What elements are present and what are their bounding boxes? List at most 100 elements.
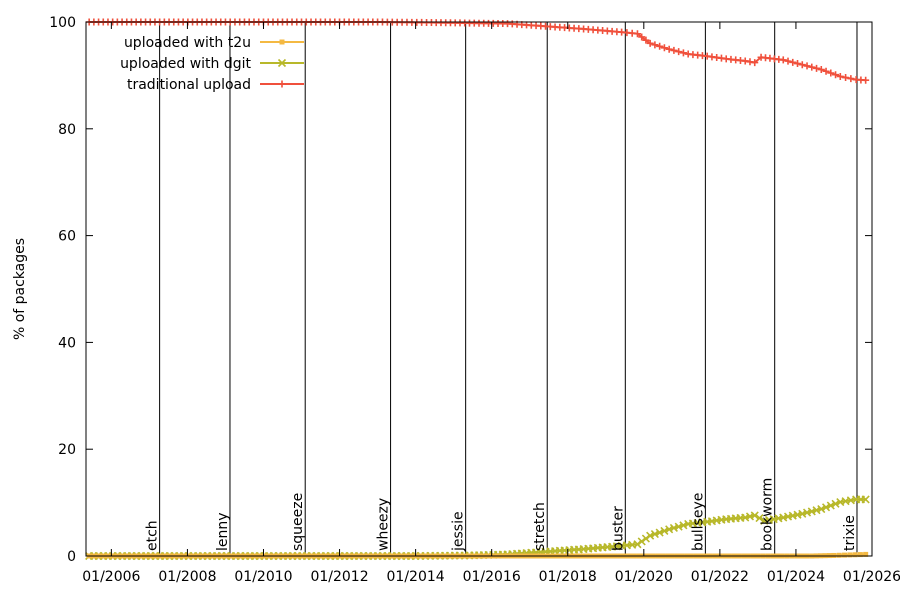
data-point — [836, 72, 844, 80]
release-label-etch: etch — [145, 520, 161, 551]
release-label-buster: buster — [610, 506, 626, 551]
data-point — [665, 525, 674, 534]
y-tick-label: 0 — [67, 549, 76, 565]
legend-entry: uploaded with t2u — [124, 35, 304, 51]
x-tick-label: 01/2012 — [310, 569, 368, 585]
data-point — [827, 69, 835, 77]
data-point — [817, 504, 826, 514]
legend-label: uploaded with dgit — [120, 56, 251, 72]
data-point — [857, 552, 863, 558]
data-point — [821, 503, 831, 512]
data-point — [826, 501, 835, 510]
release-label-stretch: stretch — [532, 502, 548, 551]
data-point — [741, 57, 749, 65]
data-point — [847, 552, 853, 558]
data-point — [650, 530, 659, 539]
x-tick-label: 01/2024 — [767, 569, 825, 585]
data-point — [779, 56, 787, 64]
x-tick-label: 01/2014 — [387, 569, 445, 585]
data-point — [808, 63, 816, 71]
data-point — [863, 551, 869, 557]
legend: uploaded with t2u uploaded with dgit tradi… — [120, 35, 304, 93]
data-point — [641, 534, 650, 543]
data-point — [679, 49, 687, 57]
x-tick-label: 01/2026 — [843, 569, 900, 585]
data-point — [817, 66, 825, 74]
y-tick-label: 60 — [58, 229, 76, 245]
x-tick-label: 01/2008 — [158, 569, 216, 585]
plot-border — [85, 21, 873, 557]
data-point — [861, 495, 870, 504]
data-point — [642, 36, 650, 44]
data-point — [813, 64, 821, 72]
data-point — [646, 531, 655, 540]
x-tick-label: 01/2006 — [82, 569, 140, 585]
data-point — [633, 540, 642, 549]
release-label-squeeze: squeeze — [290, 493, 306, 551]
data-point — [637, 537, 646, 546]
release-label-trixie: trixie — [842, 515, 858, 551]
release-label-wheezy: wheezy — [376, 498, 392, 551]
x-tick-label: 01/2016 — [463, 569, 521, 585]
data-point — [655, 528, 664, 537]
series-line — [89, 498, 866, 557]
data-point — [656, 42, 664, 50]
data-point — [751, 59, 759, 67]
ticks: 0 20 40 60 80 100 01/2006 01/2008 01/2010 01/2012… — [49, 15, 900, 585]
legend-entry: traditional upload — [127, 77, 304, 93]
data-point — [789, 58, 797, 66]
y-axis-label: % of packages — [12, 238, 28, 340]
y-tick-label: 100 — [49, 15, 76, 31]
legend-swatch-marker — [279, 39, 285, 45]
data-point — [803, 62, 811, 70]
data-point — [633, 30, 641, 38]
data-point — [646, 39, 654, 47]
data-point — [847, 75, 855, 83]
x-tick-label: 01/2018 — [539, 569, 597, 585]
data-point — [784, 57, 792, 65]
release-label-bookworm: bookworm — [760, 478, 776, 551]
data-point — [750, 511, 759, 520]
data-point — [746, 58, 754, 66]
data-point — [842, 552, 848, 558]
y-tick-label: 40 — [58, 335, 76, 351]
data-point — [638, 33, 646, 41]
x-tick-label: 01/2010 — [234, 569, 292, 585]
legend-label: traditional upload — [127, 77, 251, 93]
data-point — [755, 514, 764, 523]
y-tick-label: 20 — [58, 442, 76, 458]
release-label-jessie: jessie — [451, 511, 467, 552]
series-layer — [85, 18, 870, 561]
x-tick-label: 01/2022 — [691, 569, 749, 585]
legend-entry: uploaded with dgit — [120, 56, 304, 72]
data-point — [798, 61, 806, 69]
data-point — [674, 522, 683, 531]
data-point — [822, 67, 830, 75]
data-point — [670, 46, 678, 54]
data-point — [660, 44, 668, 52]
release-labels: etch lenny squeeze wheezy jessie stretch buste… — [145, 478, 858, 552]
y-tick-label: 80 — [58, 122, 76, 138]
legend-label: uploaded with t2u — [124, 35, 251, 51]
series-uploaded-with-dgit — [85, 495, 870, 561]
release-label-lenny: lenny — [215, 512, 231, 551]
legend-swatch-marker — [278, 80, 286, 88]
x-tick-label: 01/2020 — [615, 569, 673, 585]
legend-swatch-marker — [277, 58, 287, 68]
data-point — [794, 60, 802, 68]
data-point — [669, 523, 678, 533]
data-point — [852, 552, 858, 558]
data-point — [836, 552, 842, 558]
series-traditional-upload — [85, 18, 870, 84]
data-point — [831, 552, 837, 558]
data-point — [679, 521, 688, 530]
data-point — [842, 74, 850, 82]
data-point — [831, 499, 840, 508]
data-point — [665, 45, 673, 53]
data-point — [862, 76, 870, 84]
data-point — [651, 41, 659, 49]
data-point — [675, 48, 683, 56]
data-point — [660, 526, 669, 535]
data-point — [832, 71, 840, 79]
